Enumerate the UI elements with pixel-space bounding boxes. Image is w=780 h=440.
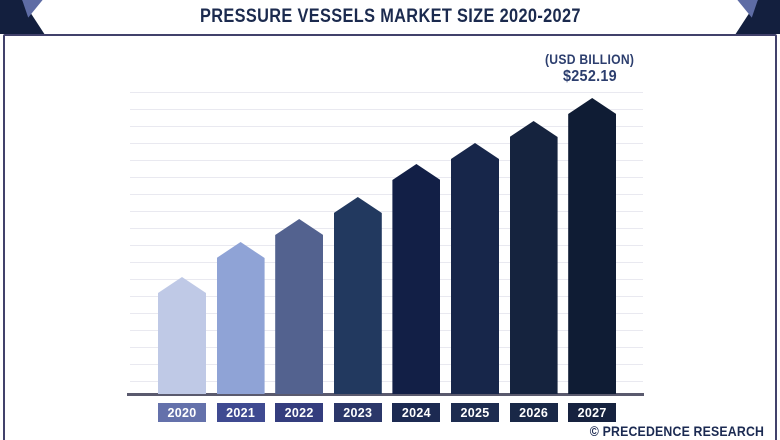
year-label-2027: 2027 <box>568 403 617 422</box>
plot-gridlines <box>130 92 643 385</box>
brand-attribution: © PRECEDENCE RESEARCH <box>589 423 764 439</box>
year-label-2023: 2023 <box>333 403 382 422</box>
unit-label: (USD BILLION) <box>545 52 635 67</box>
value-label-2027: $252.19 <box>563 68 617 85</box>
bar-2020 <box>158 277 206 394</box>
bar-2022 <box>275 219 324 394</box>
year-label-2022: 2022 <box>275 403 324 422</box>
bar-2021 <box>216 242 265 394</box>
bar-2026 <box>509 121 558 394</box>
page-title-text: PRESSURE VESSELS MARKET SIZE 2020-2027 <box>199 6 581 27</box>
bar-2025 <box>451 143 499 394</box>
value-annotation: (USD BILLION) $252.19 <box>495 52 685 86</box>
bar-2027 <box>568 98 617 394</box>
bar-2024 <box>392 164 441 394</box>
top-right-ribbon-decoration <box>720 0 780 34</box>
year-label-2024: 2024 <box>392 403 441 422</box>
year-label-2025: 2025 <box>451 403 499 422</box>
bar-2023 <box>333 197 382 394</box>
year-label-2021: 2021 <box>216 403 265 422</box>
top-left-ribbon-decoration <box>0 0 60 34</box>
x-axis-line <box>127 393 644 396</box>
page-title: PRESSURE VESSELS MARKET SIZE 2020-2027 <box>0 6 780 28</box>
year-label-2020: 2020 <box>158 403 206 422</box>
year-label-2026: 2026 <box>509 403 558 422</box>
